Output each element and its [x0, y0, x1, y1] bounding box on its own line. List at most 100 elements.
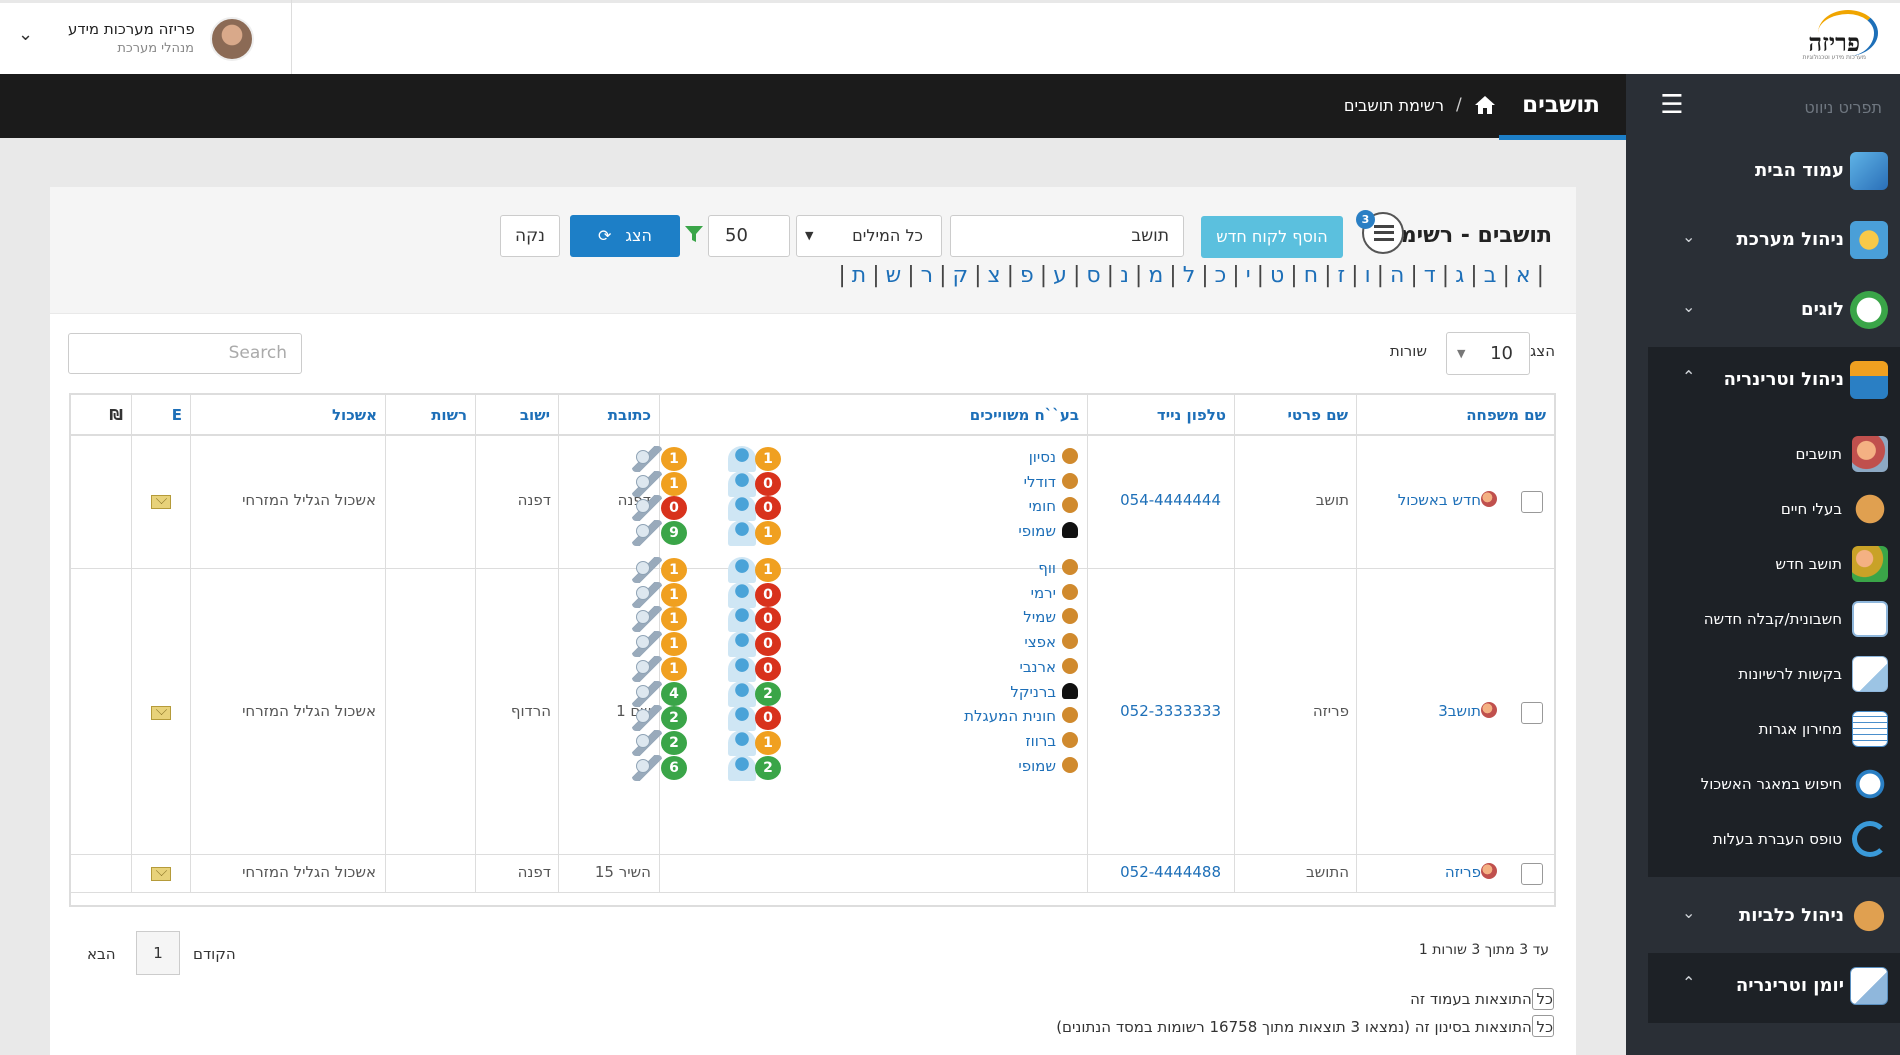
alphabet-letter[interactable]: ז [1337, 263, 1346, 288]
pet-link[interactable]: שמופי [1018, 522, 1078, 544]
table-row-last-name[interactable]: פריזה [1445, 863, 1503, 881]
pagination-previous[interactable]: הקודם [193, 945, 236, 963]
avatar[interactable] [210, 17, 254, 61]
alphabet-letter[interactable]: פ [1020, 263, 1034, 288]
alphabet-letter[interactable]: ק [952, 263, 969, 288]
list-icon[interactable] [1362, 212, 1404, 254]
vet-visits-badge[interactable]: 0 [755, 632, 781, 656]
table-row-last-name[interactable]: חדש באשכול [1398, 491, 1503, 509]
pet-link[interactable]: דודלי [1024, 473, 1078, 495]
vet-visits-badge[interactable]: 0 [755, 607, 781, 631]
pet-link[interactable]: ברניקל [1010, 683, 1078, 705]
vet-visits-badge[interactable]: 1 [755, 447, 781, 471]
user-menu[interactable] [0, 0, 292, 74]
sidebar-sub-new-invoice[interactable]: חשבונית/קבלה חדשה [1648, 592, 1900, 647]
alphabet-letter[interactable]: ח [1303, 263, 1319, 288]
sidebar-sub-license-requests[interactable]: בקשות לרשיונות [1648, 647, 1900, 702]
vet-visits-badge[interactable]: 1 [755, 558, 781, 582]
sidebar-item-system[interactable]: ניהול מערכת ⌄ [1626, 207, 1900, 277]
pet-link[interactable]: חומי [1029, 497, 1078, 519]
alphabet-letter[interactable]: ד [1423, 263, 1436, 288]
sidebar-sub-residents[interactable]: תושבים [1648, 427, 1900, 482]
sidebar-item-home[interactable]: עמוד הבית [1626, 138, 1900, 208]
vaccinations-badge[interactable]: 0 [661, 496, 687, 520]
sidebar-sub-db-search[interactable]: חיפוש במאגר האשכול [1648, 757, 1900, 812]
alphabet-letter[interactable]: ר [920, 263, 934, 288]
table-row-phone[interactable]: 052-4444488 [1120, 863, 1221, 881]
pet-link[interactable]: חונית המעגלת [964, 707, 1078, 729]
row-select-checkbox[interactable] [1521, 863, 1543, 885]
alphabet-letter[interactable]: ע [1053, 263, 1067, 288]
vaccinations-badge[interactable]: 2 [661, 706, 687, 730]
alphabet-letter[interactable]: א [1515, 263, 1531, 288]
alphabet-letter[interactable]: צ [987, 263, 1001, 288]
email-envelope-icon[interactable] [151, 495, 171, 509]
column-header-phone[interactable]: טלפון נייד [1156, 406, 1226, 424]
alphabet-letter[interactable]: ס [1086, 263, 1101, 288]
vaccinations-badge[interactable]: 1 [661, 558, 687, 582]
vaccinations-badge[interactable]: 2 [661, 731, 687, 755]
select-all-checkbox[interactable] [1532, 1015, 1554, 1037]
pet-link[interactable]: ווף [1038, 559, 1078, 581]
show-button[interactable]: ⟳ הצג [570, 215, 680, 257]
alphabet-letter[interactable]: נ [1120, 263, 1129, 288]
pet-link[interactable]: ירמי [1031, 584, 1078, 606]
vet-visits-badge[interactable]: 0 [755, 583, 781, 607]
pet-link[interactable]: ארנבי [1019, 658, 1078, 680]
column-header-first-name[interactable]: שם פרטי [1287, 406, 1348, 424]
pagination-page[interactable]: 1 [136, 931, 180, 975]
column-header-town[interactable]: ישוב [519, 406, 550, 424]
vaccinations-badge[interactable]: 6 [661, 756, 687, 780]
table-row-phone[interactable]: 054-4444444 [1120, 491, 1221, 509]
vet-visits-badge[interactable]: 2 [755, 756, 781, 780]
vet-visits-badge[interactable]: 0 [755, 496, 781, 520]
table-row-last-name[interactable]: תושב3 [1438, 702, 1503, 720]
alphabet-letter[interactable]: ב [1483, 263, 1497, 288]
alphabet-letter[interactable]: ו [1364, 263, 1371, 288]
chevron-down-icon[interactable]: ⌄ [1682, 227, 1696, 246]
page-length-select[interactable]: 10 ▼ [1446, 332, 1530, 375]
vaccinations-badge[interactable]: 1 [661, 632, 687, 656]
row-select-checkbox[interactable] [1521, 702, 1543, 724]
alphabet-letter[interactable]: ת [851, 263, 867, 288]
chevron-down-icon[interactable]: ⌄ [1682, 903, 1696, 922]
column-header-cluster[interactable]: אשכול [331, 406, 377, 424]
sidebar-item-vet[interactable]: ניהול וטרינריה ⌃ [1648, 347, 1900, 417]
table-search-input[interactable]: Search [68, 333, 302, 374]
vaccinations-badge[interactable]: 4 [661, 682, 687, 706]
email-envelope-icon[interactable] [151, 867, 171, 881]
alphabet-letter[interactable]: ג [1455, 263, 1465, 288]
alphabet-letter[interactable]: ש [885, 263, 902, 288]
words-mode-select[interactable]: כל המילים ▼ [796, 215, 942, 257]
pet-link[interactable]: אפצי [1024, 633, 1078, 655]
pet-link[interactable]: ברווז [1025, 732, 1078, 754]
vaccinations-badge[interactable]: 9 [661, 521, 687, 545]
alphabet-letter[interactable]: ט [1270, 263, 1285, 288]
sidebar-item-vet-journal[interactable]: יומן וטרינריה ⌃ [1648, 953, 1900, 1023]
sidebar-item-logs[interactable]: לוגים ⌄ [1626, 277, 1900, 347]
sidebar-item-kennels[interactable]: ניהול כלביות ⌄ [1648, 883, 1900, 953]
table-row-phone[interactable]: 052-3333333 [1120, 702, 1221, 720]
column-header-address[interactable]: כתובת [607, 406, 651, 424]
vaccinations-badge[interactable]: 1 [661, 657, 687, 681]
vet-visits-badge[interactable]: 1 [755, 521, 781, 545]
alphabet-letter[interactable]: מ [1148, 263, 1164, 288]
add-customer-button[interactable]: הוסף לקוח חדש [1201, 216, 1343, 258]
alphabet-letter[interactable]: כ [1214, 263, 1227, 288]
sidebar-sub-transfer[interactable]: טופס העברת בעלות [1648, 812, 1900, 867]
select-page-checkbox[interactable] [1532, 988, 1554, 1010]
sidebar-sub-price-list[interactable]: מחירון אגרות [1648, 702, 1900, 757]
alphabet-letter[interactable]: ה [1389, 263, 1405, 288]
column-header-currency[interactable]: ₪ [109, 406, 123, 424]
email-envelope-icon[interactable] [151, 706, 171, 720]
pet-link[interactable]: שמופי [1018, 757, 1078, 779]
vaccinations-badge[interactable]: 1 [661, 447, 687, 471]
chevron-up-icon[interactable]: ⌃ [1682, 973, 1696, 992]
chevron-down-icon[interactable]: ⌄ [1682, 297, 1696, 316]
vet-visits-badge[interactable]: 0 [755, 472, 781, 496]
clear-button[interactable]: נקה [500, 215, 560, 257]
results-count-input[interactable]: 50 [708, 215, 790, 257]
filter-search-input[interactable]: תושב [950, 215, 1184, 257]
vaccinations-badge[interactable]: 1 [661, 583, 687, 607]
filter-icon[interactable] [684, 224, 704, 244]
